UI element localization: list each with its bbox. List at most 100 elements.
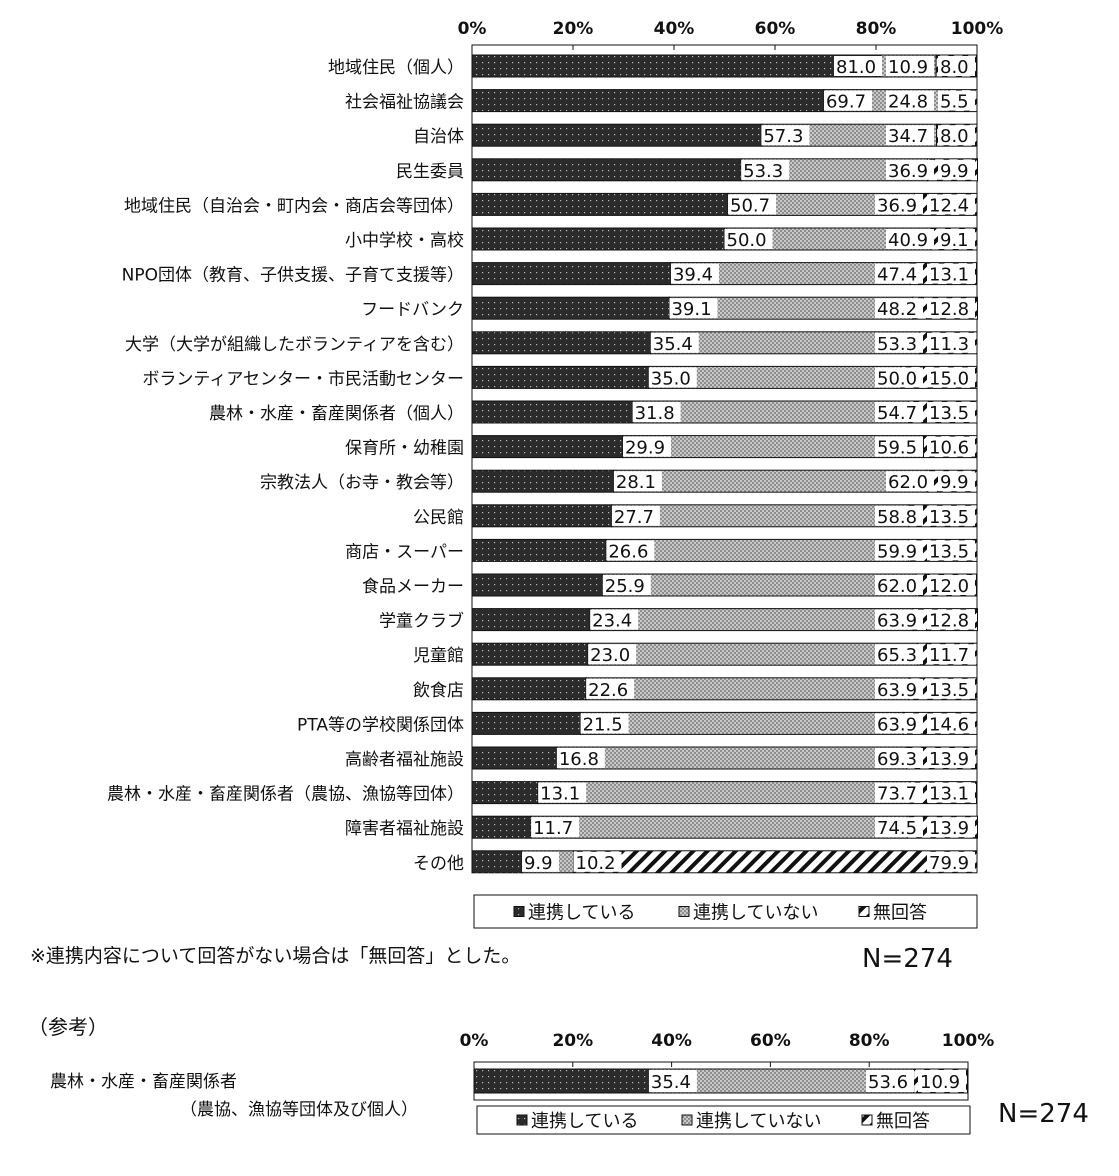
data-label-bg <box>724 229 773 249</box>
data-label: 9.9 <box>940 161 969 182</box>
x-tick-label: 80% <box>856 19 897 39</box>
category-label: その他 <box>413 854 464 874</box>
data-label-bg <box>875 332 923 353</box>
data-label: 62.0 <box>877 576 917 597</box>
data-label-bg <box>927 540 975 561</box>
data-label-bg <box>875 263 923 284</box>
x-tick-label: 0% <box>460 1031 489 1051</box>
data-label: 8.0 <box>940 57 969 78</box>
data-label-bg <box>875 609 923 630</box>
data-label: 53.3 <box>877 334 917 355</box>
category-label: PTA等の学校関係団体 <box>297 715 464 735</box>
bar-connected <box>471 573 604 597</box>
bar-connected <box>471 192 729 216</box>
data-label: 5.5 <box>940 92 969 113</box>
data-label-bg <box>875 436 923 457</box>
x-tick-label: 60% <box>755 19 796 39</box>
legend-label: 無回答 <box>876 1111 930 1132</box>
data-label: 10.2 <box>576 853 616 874</box>
bar-connected <box>473 1068 650 1094</box>
data-label-bg <box>588 644 637 665</box>
category-label: 宗教法人（お寺・教会等） <box>260 473 464 493</box>
data-label-bg <box>927 332 975 353</box>
data-label-bg <box>927 263 975 284</box>
bar-connected <box>471 123 762 147</box>
data-label: 9.9 <box>524 853 553 874</box>
data-label: 50.0 <box>727 230 767 251</box>
data-label-bg <box>538 782 587 803</box>
bar-not-connected <box>537 781 911 805</box>
data-label-bg <box>834 56 882 76</box>
data-label: 35.0 <box>651 368 691 389</box>
data-label: 16.8 <box>559 749 599 770</box>
category-label: フードバンク <box>361 300 464 320</box>
data-label-bg <box>606 540 655 561</box>
data-label: 62.0 <box>888 472 928 493</box>
data-label-bg <box>875 817 923 838</box>
legend-swatch <box>858 906 870 917</box>
data-label-bg <box>927 505 975 526</box>
bar-connected <box>471 642 589 666</box>
data-label-bg <box>886 56 934 76</box>
data-label-bg <box>602 575 651 595</box>
category-label: 大学（大学が組織したボランティアを含む） <box>125 335 464 355</box>
data-label: 69.3 <box>877 749 917 770</box>
data-label-bg <box>648 367 697 388</box>
data-label: 13.9 <box>929 749 969 770</box>
data-label-bg <box>927 644 975 665</box>
data-label-bg <box>875 298 923 319</box>
data-label-bg <box>613 471 662 492</box>
data-label-bg <box>927 194 975 215</box>
data-label-bg <box>580 713 629 734</box>
data-label-bg <box>728 194 777 215</box>
bar-connected <box>471 435 624 459</box>
data-label: 28.1 <box>616 472 656 493</box>
data-label-bg <box>611 505 660 526</box>
data-label-bg <box>761 125 810 146</box>
category-label: 農林・水産・畜産関係者（農協、漁協等団体） <box>107 785 464 805</box>
bar-not-connected <box>580 711 904 735</box>
data-label-bg <box>875 644 923 665</box>
legend-label: 連携している <box>528 903 635 924</box>
data-label: 13.1 <box>929 784 969 805</box>
bar-not-connected <box>585 677 910 701</box>
category-label: 農林・水産・畜産関係者（個人） <box>209 404 464 424</box>
data-label: 81.0 <box>836 57 876 78</box>
data-label: 14.6 <box>929 714 969 735</box>
bar-no-answer <box>573 850 978 874</box>
data-label-bg <box>938 471 975 492</box>
data-label: 12.0 <box>929 576 969 597</box>
data-label-bg <box>875 782 923 803</box>
x-tick-label: 100% <box>942 1031 995 1051</box>
data-label-bg <box>938 159 975 180</box>
data-label: 13.5 <box>929 507 969 528</box>
data-label: 15.0 <box>929 368 969 389</box>
data-label: 59.9 <box>877 541 917 562</box>
legend-label: 無回答 <box>873 903 927 924</box>
bar-connected <box>471 54 882 78</box>
data-label: 23.4 <box>592 611 632 632</box>
bar-connected <box>471 89 825 113</box>
x-tick-label: 0% <box>458 19 487 39</box>
data-label: 10.9 <box>920 1072 960 1093</box>
data-label-bg <box>573 851 622 872</box>
category-label: ボランティアセンター・市民活動センター <box>142 369 464 389</box>
x-tick-label: 40% <box>651 1031 692 1051</box>
data-label: 22.6 <box>588 680 628 701</box>
data-label: 8.0 <box>940 126 969 147</box>
data-label: 79.9 <box>929 853 969 874</box>
data-label-bg <box>866 1070 914 1092</box>
x-tick-label: 20% <box>553 19 594 39</box>
bar-not-connected <box>530 815 908 839</box>
data-label: 13.5 <box>929 541 969 562</box>
data-label: 13.1 <box>540 784 580 805</box>
x-tick-label: 80% <box>849 1031 890 1051</box>
bar-connected <box>471 400 634 424</box>
category-label: 社会福祉協議会 <box>345 93 464 113</box>
data-label: 12.4 <box>929 195 969 216</box>
data-label: 50.0 <box>877 368 917 389</box>
category-label: 児童館 <box>413 646 464 666</box>
data-label: 12.8 <box>929 299 969 320</box>
data-label-bg <box>927 748 975 768</box>
category-label: 自治体 <box>413 127 464 147</box>
